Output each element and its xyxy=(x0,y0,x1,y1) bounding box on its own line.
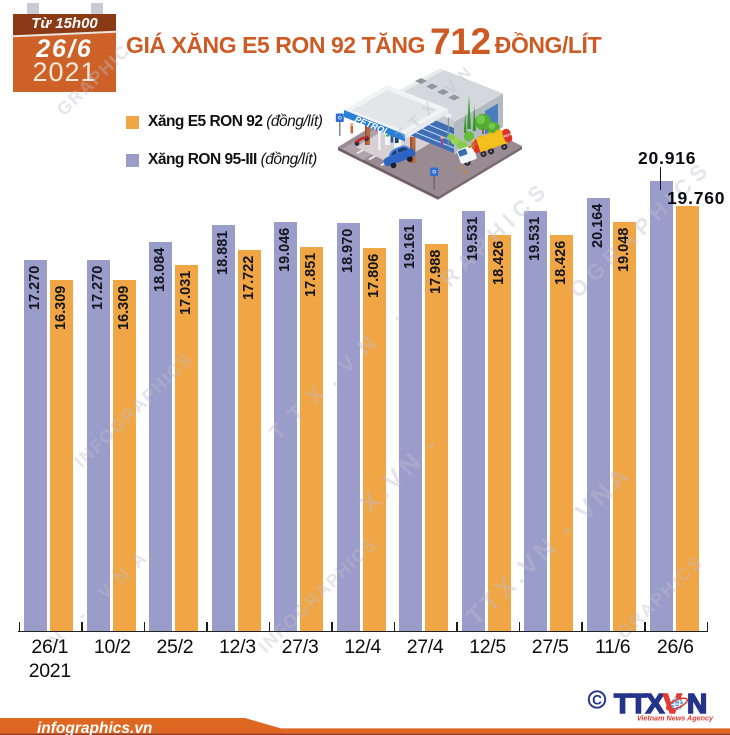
svg-text:N: N xyxy=(687,688,707,719)
svg-text:PETROL: PETROL xyxy=(503,131,517,139)
svg-text:C: C xyxy=(592,692,602,707)
svg-text:TTX: TTX xyxy=(614,688,665,719)
svg-text:Vietnam News Agency: Vietnam News Agency xyxy=(637,714,714,723)
